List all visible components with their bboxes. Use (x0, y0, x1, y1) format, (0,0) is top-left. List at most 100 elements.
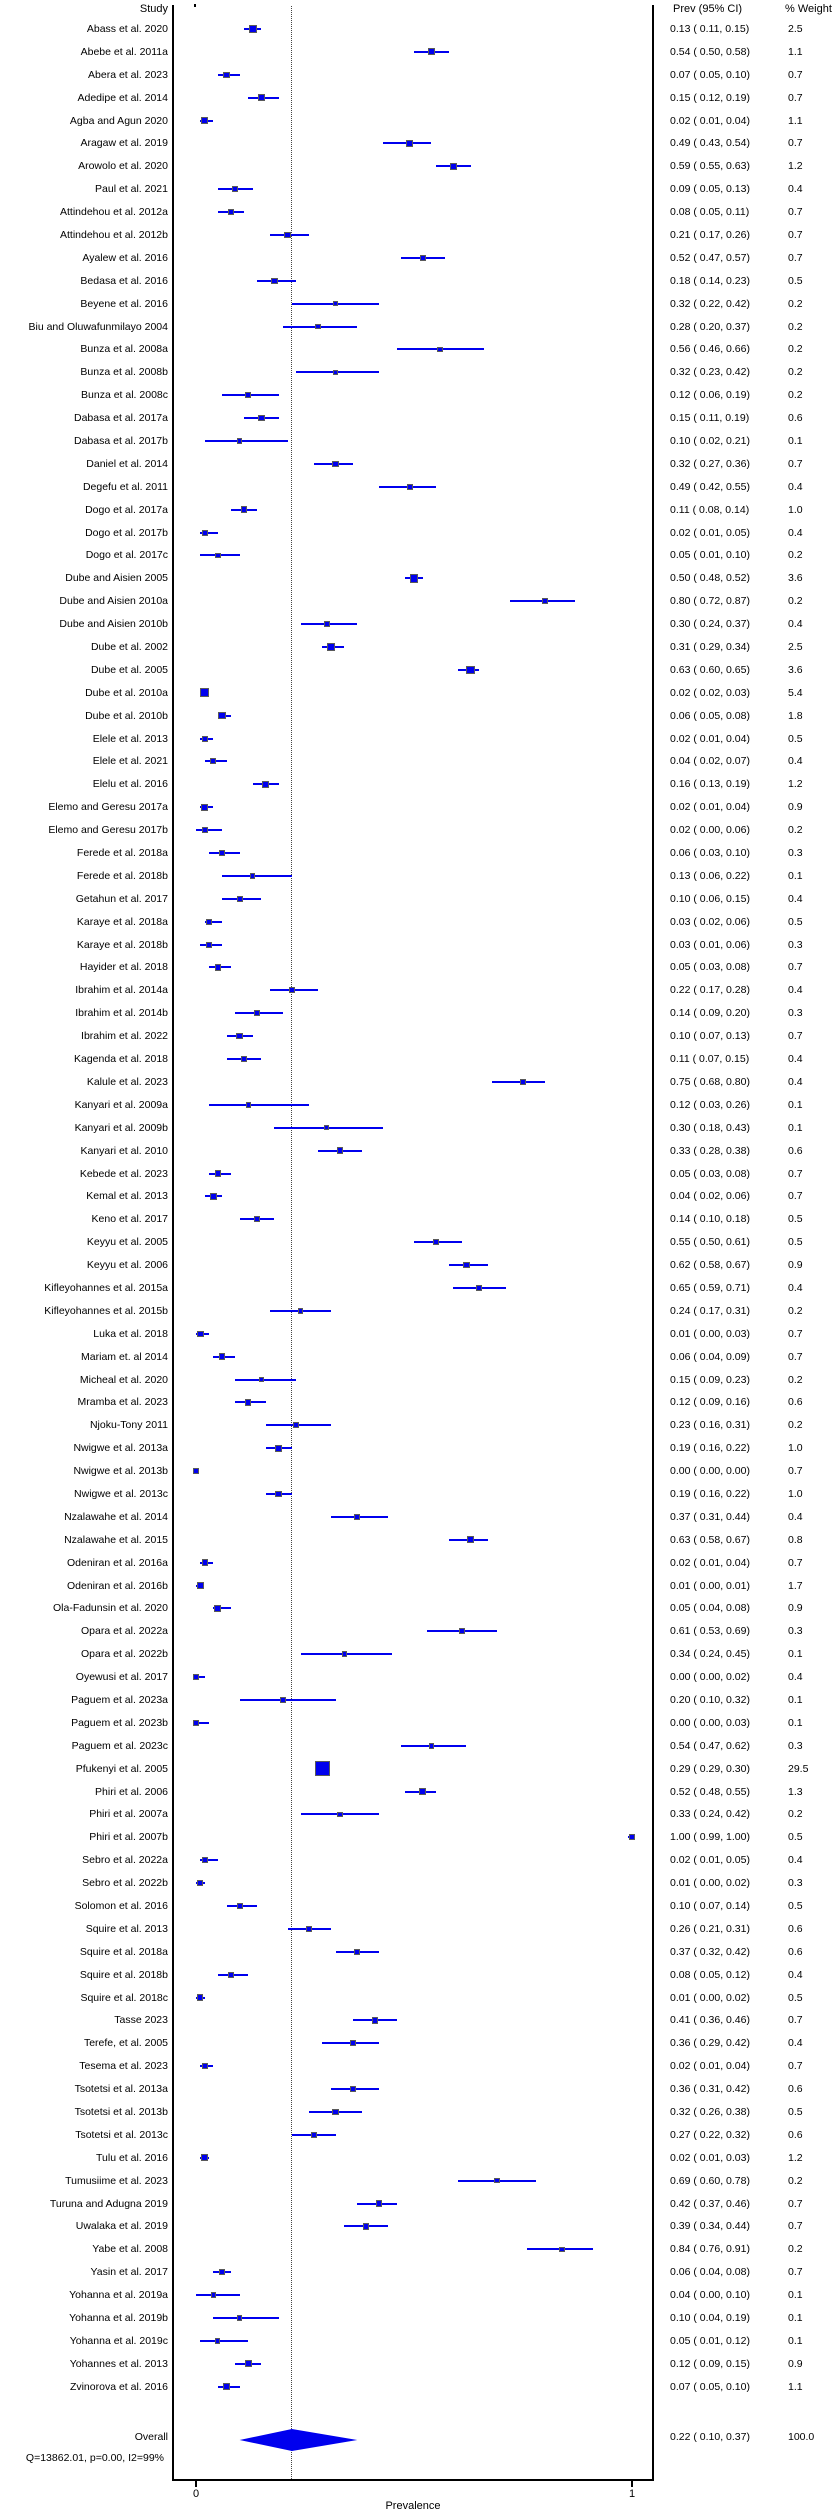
effect-square (406, 140, 413, 147)
effect-square (628, 1834, 636, 1841)
weight-value: 0.3 (788, 938, 803, 951)
prev-ci-value: 0.16 ( 0.13, 0.19) (670, 778, 750, 791)
ci-line (200, 2339, 249, 2342)
effect-square (245, 2360, 252, 2368)
weight-value: 0.7 (788, 2060, 803, 2073)
effect-square (206, 918, 213, 925)
study-label: Njoku-Tony 2011 (89, 1419, 168, 1432)
weight-value: 0.1 (788, 2334, 803, 2347)
weight-value: 0.7 (788, 457, 803, 470)
effect-square (332, 460, 339, 468)
weight-value: 0.3 (788, 1877, 803, 1890)
study-label: Dube and Aisien 2010b (59, 618, 168, 631)
weight-value: 1.2 (788, 778, 803, 791)
x-axis-line (172, 2479, 654, 2481)
prev-ci-value: 0.13 ( 0.11, 0.15) (670, 23, 750, 35)
weight-value: 0.7 (788, 961, 803, 974)
effect-square (236, 1032, 243, 1040)
study-label: Attindehou et al. 2012b (59, 229, 168, 241)
x-tick-label-1: 1 (628, 2488, 636, 2500)
study-label: Elele et al. 2021 (92, 755, 168, 768)
ci-line (196, 2294, 240, 2297)
effect-square (324, 1125, 330, 1131)
study-label: Squire et al. 2013 (85, 1922, 168, 1935)
effect-square (467, 1536, 474, 1543)
prev-ci-value: 0.10 ( 0.07, 0.13) (670, 1030, 750, 1043)
effect-square (375, 2200, 383, 2207)
effect-square (323, 621, 330, 628)
effect-square (332, 369, 339, 376)
weight-value: 0.5 (788, 1991, 803, 2004)
effect-square (284, 231, 291, 239)
prev-ci-value: 0.54 ( 0.47, 0.62) (670, 1739, 750, 1752)
prev-ci-value: 0.31 ( 0.29, 0.34) (670, 641, 750, 654)
prev-ci-value: 0.00 ( 0.00, 0.03) (670, 1716, 750, 1729)
study-label: Ayalew et al. 2016 (82, 251, 168, 264)
study-label: Ferede et al. 2018a (76, 847, 168, 860)
weight-value: 1.0 (788, 503, 803, 516)
weight-value: 0.6 (788, 2083, 803, 2096)
prev-ci-value: 0.05 ( 0.03, 0.08) (670, 1167, 750, 1180)
prev-ci-value: 0.21 ( 0.17, 0.26) (670, 229, 750, 241)
prev-ci-value: 0.36 ( 0.31, 0.42) (670, 2083, 750, 2096)
study-label: Paguem et al. 2023c (71, 1739, 168, 1752)
prev-ci-value: 0.34 ( 0.24, 0.45) (670, 1648, 750, 1661)
study-label: Kebede et al. 2023 (79, 1167, 168, 1180)
study-label: Paguem et al. 2023b (71, 1716, 168, 1729)
study-label: Opara et al. 2022b (81, 1648, 168, 1661)
prev-ci-value: 0.02 ( 0.01, 0.04) (670, 732, 750, 745)
prev-ci-value: 0.00 ( 0.00, 0.00) (670, 1465, 750, 1478)
weight-value: 1.1 (788, 45, 803, 58)
study-label: Sebro et al. 2022b (82, 1877, 168, 1890)
effect-square (245, 1102, 251, 1108)
weight-value: 0.4 (788, 1053, 803, 1066)
weight-value: 1.0 (788, 1487, 803, 1500)
prev-ci-value: 0.37 ( 0.31, 0.44) (670, 1510, 750, 1523)
study-label: Keyyu et al. 2006 (86, 1259, 168, 1272)
study-label: Uwalaka et al. 2019 (75, 2220, 168, 2233)
prev-ci-value: 0.52 ( 0.47, 0.57) (670, 251, 750, 264)
prev-ci-value: 0.11 ( 0.08, 0.14) (670, 503, 750, 516)
effect-square (227, 208, 235, 216)
prev-ci-value: 0.37 ( 0.32, 0.42) (670, 1945, 750, 1958)
prev-ci-value: 0.28 ( 0.20, 0.37) (670, 320, 750, 333)
study-label: Ibrahim et al. 2014a (75, 984, 168, 997)
prev-ci-value: 0.63 ( 0.58, 0.67) (670, 1533, 750, 1546)
study-label: Odeniran et al. 2016b (67, 1579, 168, 1592)
effect-square (297, 1308, 304, 1314)
effect-square (419, 254, 426, 262)
study-label: Elemo and Geresu 2017a (48, 801, 168, 814)
study-label: Tsotetsi et al. 2013b (74, 2105, 168, 2118)
effect-square (201, 827, 208, 833)
study-label: Kifleyohannes et al. 2015b (44, 1304, 168, 1317)
study-label: Abera et al. 2023 (88, 68, 168, 81)
effect-square (218, 2269, 226, 2276)
effect-square (236, 895, 243, 902)
study-label: Kemal et al. 2013 (86, 1190, 168, 1203)
study-label: Dabasa et al. 2017a (74, 412, 168, 425)
study-label: Kagenda et al. 2018 (74, 1053, 168, 1066)
ci-line (209, 1103, 310, 1106)
effect-square (310, 2131, 317, 2138)
weight-value: 0.4 (788, 1281, 803, 1294)
prev-ci-value: 0.12 ( 0.06, 0.19) (670, 389, 750, 402)
prev-ci-value: 0.05 ( 0.03, 0.08) (670, 961, 750, 974)
weight-value: 0.6 (788, 1945, 803, 1958)
prev-ci-value: 0.06 ( 0.04, 0.09) (670, 1350, 750, 1363)
study-label: Dube and Aisien 2010a (59, 595, 168, 608)
prev-ci-value: 0.02 ( 0.01, 0.04) (670, 2060, 750, 2073)
study-label: Dogo et al. 2017c (85, 549, 168, 562)
study-label: Keyyu et al. 2005 (86, 1236, 168, 1249)
weight-value: 0.1 (788, 2312, 803, 2324)
weight-value: 0.4 (788, 618, 803, 631)
pooled-estimate-dotted-line (291, 6, 292, 2479)
weight-value: 0.7 (788, 91, 803, 104)
effect-square (248, 25, 257, 33)
effect-square (258, 94, 265, 101)
study-label: Sebro et al. 2022a (82, 1854, 168, 1867)
prev-ci-value: 0.02 ( 0.01, 0.04) (670, 114, 750, 127)
study-label: Elemo and Geresu 2017b (48, 824, 168, 837)
prev-ci-value: 0.02 ( 0.01, 0.04) (670, 1556, 750, 1569)
prev-ci-value: 0.55 ( 0.50, 0.61) (670, 1236, 750, 1249)
weight-value: 0.4 (788, 1075, 803, 1088)
